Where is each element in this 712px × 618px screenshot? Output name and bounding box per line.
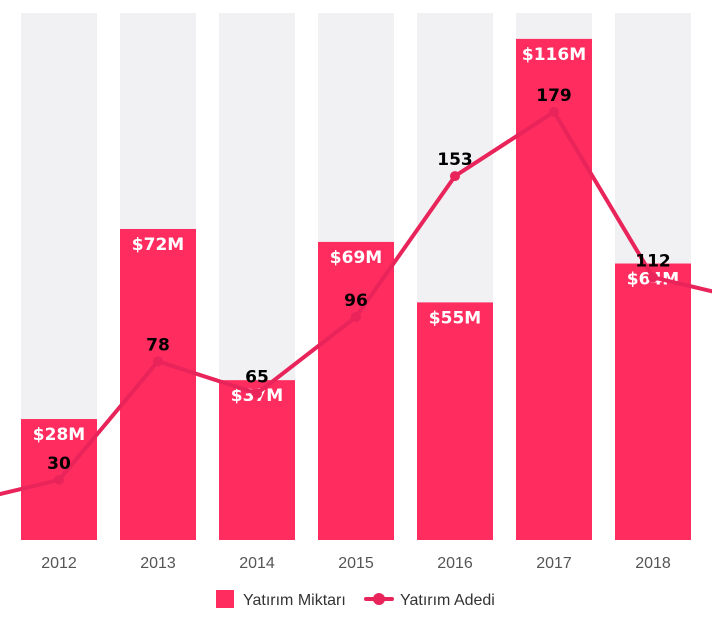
bar-2013 bbox=[120, 228, 196, 540]
legend-bar-label: Yatırım Miktarı bbox=[243, 592, 346, 609]
line-value-label-2014: 65 bbox=[245, 367, 269, 387]
line-series bbox=[0, 106, 712, 497]
line-point-2018 bbox=[648, 272, 658, 283]
line-point-2016 bbox=[450, 171, 460, 182]
x-tick-label-2014: 2014 bbox=[239, 555, 275, 572]
bar-value-label-2013: $72M bbox=[132, 235, 184, 255]
legend-line-dot-icon bbox=[373, 593, 385, 605]
line-value-label-2018: 112 bbox=[635, 251, 671, 271]
line-value-labels: 30 78 65 96 153 179 112 bbox=[47, 86, 671, 474]
x-tick-label-2015: 2015 bbox=[338, 555, 374, 572]
x-tick-label-2012: 2012 bbox=[41, 555, 77, 572]
bar-value-label-2012: $28M bbox=[33, 425, 85, 445]
x-tick-label-2016: 2016 bbox=[437, 555, 473, 572]
x-tick-label-2018: 2018 bbox=[635, 555, 671, 572]
line-point-2017 bbox=[549, 106, 559, 117]
bar-value-label-2015: $69M bbox=[330, 248, 382, 268]
line-value-label-2015: 96 bbox=[344, 291, 368, 311]
legend-line-label: Yatırım Adedi bbox=[400, 592, 495, 609]
bar-value-label-2017: $116M bbox=[522, 45, 586, 65]
bar-2018 bbox=[615, 263, 691, 540]
line-value-label-2012: 30 bbox=[47, 454, 71, 474]
bar-2014 bbox=[219, 380, 295, 540]
line-value-label-2013: 78 bbox=[146, 335, 170, 355]
bar-2015 bbox=[318, 241, 394, 541]
line-point-2014 bbox=[252, 388, 262, 399]
legend-bar-swatch-icon bbox=[216, 590, 234, 608]
line-point-2012 bbox=[54, 474, 64, 485]
x-axis-tick-labels: 2012 2013 2014 2015 2016 2017 2018 bbox=[41, 555, 671, 572]
bar-series bbox=[21, 38, 691, 541]
bar-value-label-2016: $55M bbox=[429, 308, 481, 328]
line-value-label-2016: 153 bbox=[437, 150, 473, 170]
line-point-2013 bbox=[153, 356, 163, 367]
x-tick-label-2017: 2017 bbox=[536, 555, 572, 572]
line-value-label-2017: 179 bbox=[536, 86, 572, 106]
legend: Yatırım Miktarı Yatırım Adedi bbox=[216, 590, 495, 609]
x-tick-label-2013: 2013 bbox=[140, 555, 176, 572]
bar-2016 bbox=[417, 302, 493, 540]
bar-2017 bbox=[516, 38, 592, 540]
line-point-2015 bbox=[351, 311, 361, 322]
